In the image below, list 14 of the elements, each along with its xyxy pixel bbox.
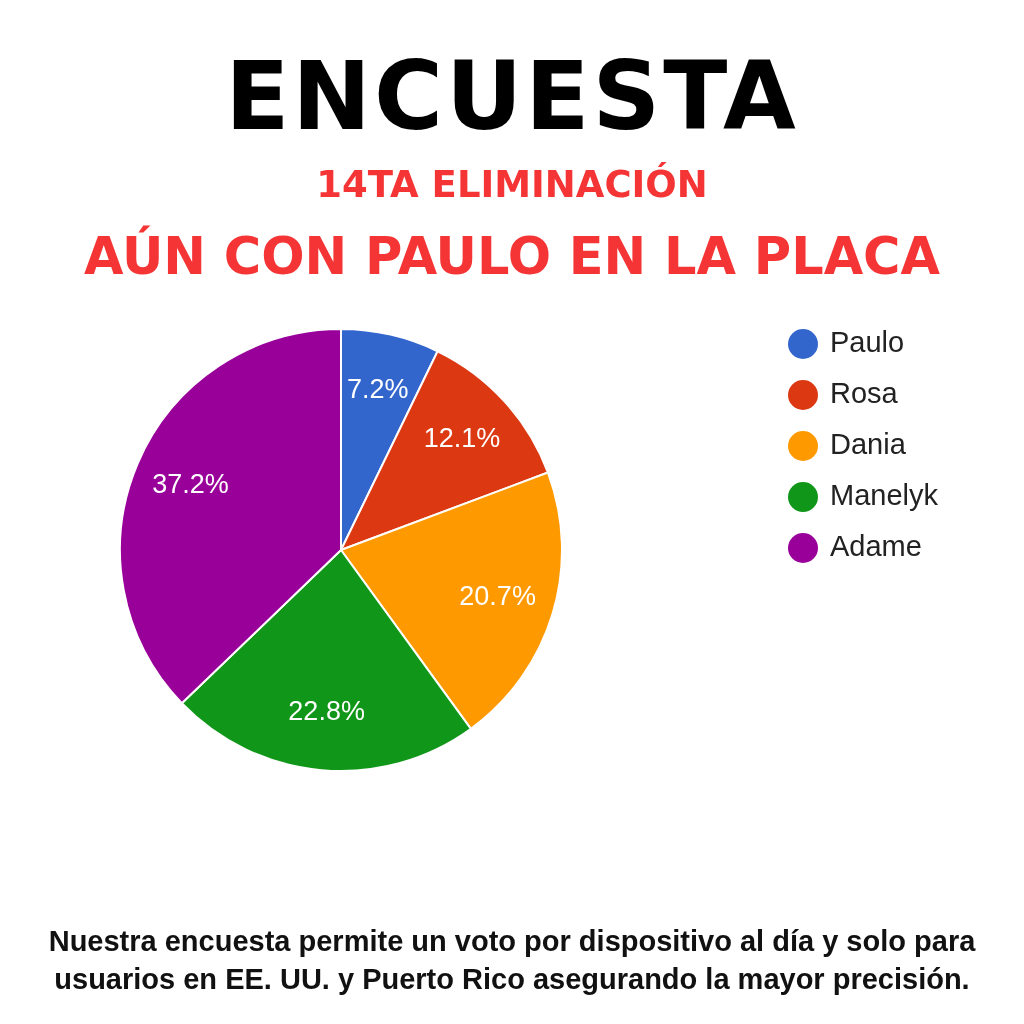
text: AÚN CON PAULO EN LA PLACA <box>83 226 941 288</box>
chart-title: ENCUESTA <box>224 42 800 152</box>
text: Nuestra encuesta permite un voto por dispositivo al día y solo para usuarios en EE. UU. y Puerto Rico asegurando la mayor precisión. <box>47 924 977 997</box>
legend-label: Rosa <box>830 377 899 409</box>
data-label: 7.2% <box>346 374 409 405</box>
legend-label: Dania <box>830 428 907 460</box>
chart-subtitle: 14TA ELIMINACIÓN <box>315 162 709 208</box>
legend-label: Manelyk <box>830 479 939 511</box>
legend-label: Adame <box>830 530 922 562</box>
legend-label: Paulo <box>830 326 905 358</box>
data-label: 22.8% <box>288 696 365 727</box>
data-label: 20.7% <box>459 580 536 611</box>
data-label: 37.2% <box>152 469 229 500</box>
data-label: 12.1% <box>423 423 501 454</box>
